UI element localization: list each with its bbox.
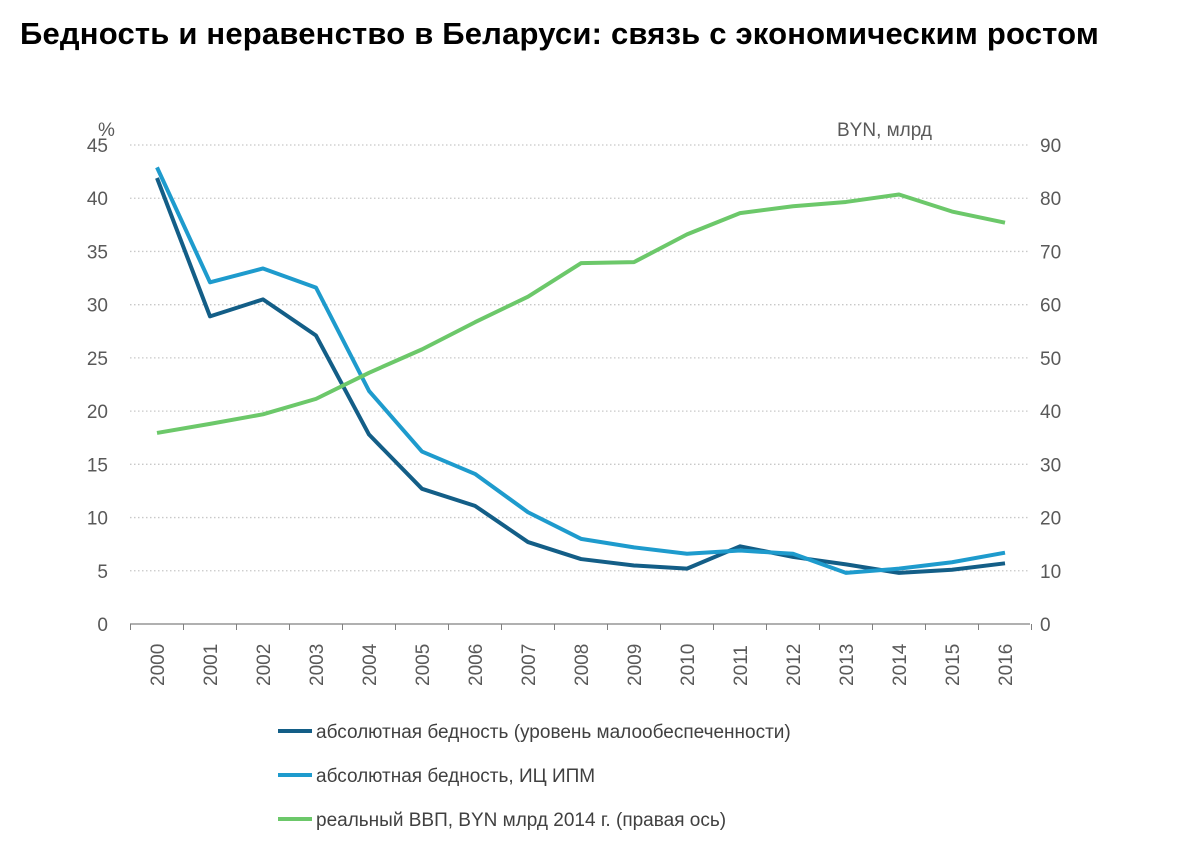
x-tick-label: 2005 (413, 644, 434, 686)
y-right-tick-label: 70 (1040, 242, 1061, 263)
x-tick-label: 2013 (837, 644, 858, 686)
x-tick-label: 2011 (731, 645, 752, 686)
x-tick-label: 2012 (784, 644, 805, 686)
y-left-tick-label: 15 (87, 455, 108, 476)
series-line-2 (155, 166, 1006, 575)
x-tick-label: 2001 (201, 644, 222, 686)
y-left-tick-label: 20 (87, 402, 108, 423)
x-tick-label: 2016 (996, 644, 1017, 686)
y-left-tick-label: 0 (97, 615, 108, 636)
y-left-tick-label: 5 (97, 562, 108, 583)
x-tick-label: 2015 (943, 644, 964, 686)
y-right-tick-label: 80 (1040, 189, 1061, 210)
y-right-tick-label: 30 (1040, 455, 1061, 476)
y-right-tick-label: 60 (1040, 296, 1061, 317)
y-left-tick-label: 40 (87, 189, 108, 210)
x-tick-label: 2003 (307, 644, 328, 686)
y-left-axis-label: % (98, 120, 115, 141)
legend-label: абсолютная бедность (уровень малообеспеч… (316, 722, 791, 743)
x-tick-label: 2006 (466, 644, 487, 686)
x-tick-label: 2007 (519, 644, 540, 686)
x-tick-label: 2014 (890, 643, 911, 686)
y-right-tick-label: 20 (1040, 509, 1061, 530)
x-tick-label: 2000 (148, 644, 169, 686)
x-tick-label: 2008 (572, 644, 593, 686)
x-tick-label: 2010 (678, 644, 699, 686)
y-left-tick-label: 35 (87, 242, 108, 263)
y-right-tick-label: 40 (1040, 402, 1061, 423)
y-right-tick-label: 0 (1040, 615, 1051, 636)
y-left-tick-label: 45 (87, 136, 108, 157)
y-left-tick-label: 10 (87, 509, 108, 530)
y-left-tick-label: 30 (87, 296, 108, 317)
legend-label: реальный ВВП, BYN млрд 2014 г. (правая о… (316, 810, 726, 831)
x-tick-label: 2002 (254, 644, 275, 686)
chart-title: Бедность и неравенство в Беларуси: связь… (20, 16, 1099, 51)
x-tick-label: 2004 (360, 643, 381, 686)
series-line-1 (155, 177, 1006, 575)
y-right-tick-label: 10 (1040, 562, 1061, 583)
y-left-tick-label: 25 (87, 349, 108, 370)
y-right-tick-label: 90 (1040, 136, 1061, 157)
y-right-tick-label: 50 (1040, 349, 1061, 370)
legend-label: абсолютная бедность, ИЦ ИПМ (316, 766, 595, 787)
y-right-axis-label: BYN, млрд (837, 120, 932, 141)
x-tick-label: 2009 (625, 644, 646, 686)
